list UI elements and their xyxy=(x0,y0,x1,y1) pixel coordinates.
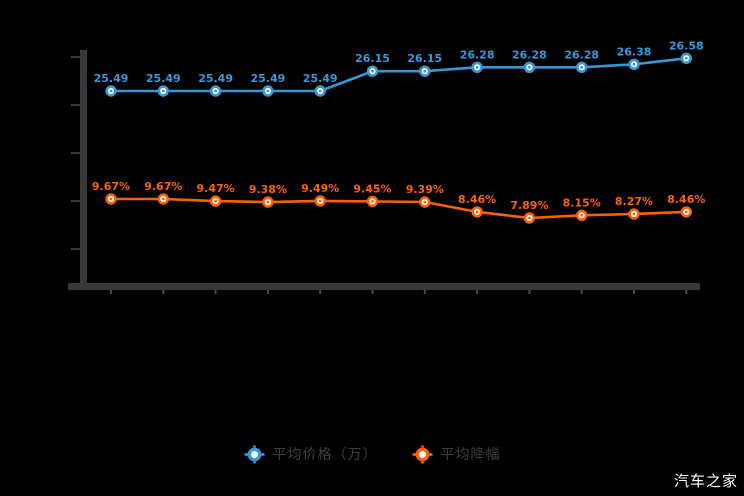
data-point-center xyxy=(475,210,479,214)
avg-discount-legend-marker-icon xyxy=(412,445,432,463)
x-axis-tick xyxy=(371,290,374,294)
series-line xyxy=(109,56,688,93)
x-axis-tick xyxy=(110,290,112,294)
chart-legend: 平均价格（万） 平均降幅 xyxy=(0,441,744,467)
data-point-center xyxy=(632,62,636,66)
data-point-label: 26.38 xyxy=(617,45,652,58)
data-point-label: 25.49 xyxy=(146,72,181,85)
data-point-center xyxy=(423,200,427,204)
data-point-label: 9.67% xyxy=(144,180,182,193)
data-point-label: 26.58 xyxy=(669,39,704,52)
legend-label-avg-price: 平均价格（万） xyxy=(272,447,378,463)
data-point-label: 9.49% xyxy=(301,182,339,195)
data-point-label: 26.28 xyxy=(460,48,495,61)
legend-item-avg-price[interactable]: 平均价格（万） xyxy=(244,444,378,465)
series-container: 25.49 25.49 25.49 25.49 25.49 26.15 26.15 26.28… xyxy=(92,39,705,224)
legend-label-avg-discount: 平均降幅 xyxy=(440,447,501,463)
x-axis-tick xyxy=(266,290,269,294)
data-point-label: 8.46% xyxy=(667,193,705,206)
data-point-center xyxy=(475,65,479,69)
data-point-center xyxy=(161,197,165,201)
data-point-label: 7.89% xyxy=(510,199,548,212)
x-axis-tick xyxy=(633,290,635,294)
data-point-center xyxy=(371,69,374,73)
data-point-center xyxy=(580,65,584,69)
data-point-center xyxy=(161,89,165,93)
data-point-label: 9.38% xyxy=(249,183,287,196)
x-axis-tick xyxy=(319,290,322,294)
x-axis-tick xyxy=(162,290,165,294)
data-point-label: 26.15 xyxy=(355,52,390,65)
data-point-center xyxy=(528,216,531,220)
y-axis-line xyxy=(80,50,87,290)
data-point-label: 25.49 xyxy=(94,72,129,85)
data-point-center xyxy=(684,56,688,60)
y-axis-ticks xyxy=(71,56,80,250)
data-point-label: 9.67% xyxy=(92,180,130,193)
x-axis-tick xyxy=(685,290,688,294)
x-axis-tick xyxy=(214,290,217,294)
data-point-center xyxy=(528,65,531,69)
data-point-label: 26.15 xyxy=(407,52,442,65)
data-point-center xyxy=(109,197,113,201)
trend-chart: 25.49 25.49 25.49 25.49 25.49 26.15 26.15 26.28… xyxy=(68,39,705,294)
data-point-center xyxy=(632,212,636,216)
series-line xyxy=(109,197,688,220)
data-point-label: 8.46% xyxy=(458,193,496,206)
data-point-label: 8.27% xyxy=(615,195,653,208)
x-axis-ticks xyxy=(110,290,688,294)
avg-price-legend-marker-icon xyxy=(244,445,264,463)
data-point-label: 9.39% xyxy=(406,183,444,196)
data-point-center xyxy=(580,213,584,217)
data-point-center xyxy=(266,200,270,204)
data-point-center xyxy=(266,89,270,93)
x-axis-line xyxy=(68,283,700,290)
data-point-center xyxy=(214,199,218,203)
data-point-center xyxy=(371,200,374,203)
series-avg-discount: 9.67% 9.67% 9.47% 9.38% 9.49% 9.45% 9.39% 8.46%… xyxy=(92,180,705,224)
data-point-label: 25.49 xyxy=(198,72,233,85)
x-axis-tick xyxy=(476,290,479,294)
data-point-label: 9.45% xyxy=(353,182,391,195)
x-axis-tick xyxy=(528,290,531,294)
data-point-center xyxy=(109,89,113,93)
data-point-center xyxy=(423,69,427,73)
data-point-center xyxy=(318,89,322,93)
data-point-center xyxy=(214,89,218,93)
data-point-center xyxy=(318,199,322,203)
data-point-center xyxy=(684,210,688,214)
autohome-watermark: 汽车之家 xyxy=(673,472,738,490)
legend-item-avg-discount[interactable]: 平均降幅 xyxy=(412,444,501,465)
data-point-label: 26.28 xyxy=(564,48,599,61)
data-point-label: 8.15% xyxy=(563,196,601,209)
data-point-label: 26.28 xyxy=(512,48,547,61)
x-axis-tick xyxy=(423,290,426,294)
x-axis-tick xyxy=(580,290,583,294)
data-point-label: 25.49 xyxy=(251,72,286,85)
data-point-label: 9.47% xyxy=(197,182,235,195)
series-avg-price: 25.49 25.49 25.49 25.49 25.49 26.15 26.15 26.28… xyxy=(94,39,704,97)
data-point-label: 25.49 xyxy=(303,72,338,85)
